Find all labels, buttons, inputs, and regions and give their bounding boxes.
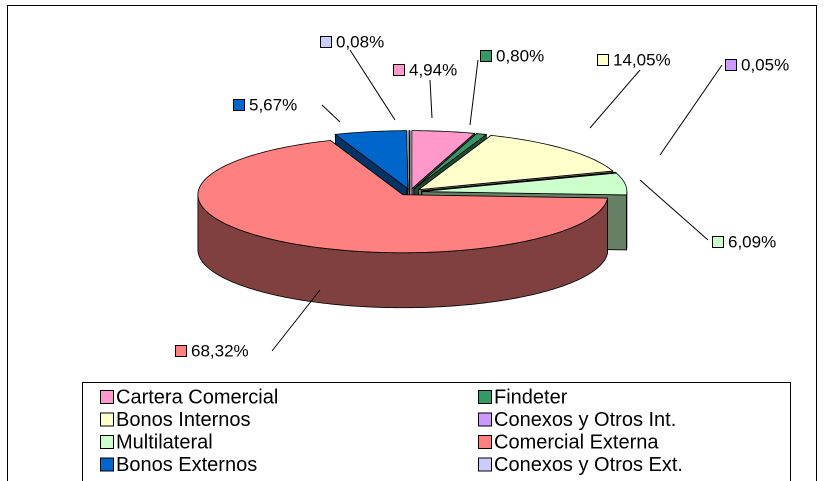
leader-line (429, 79, 433, 119)
legend-label: Bonos Internos (116, 409, 251, 431)
leader-line (321, 104, 341, 123)
legend-label: Findeter (494, 386, 568, 408)
label-swatch (175, 345, 187, 357)
legend-label: Conexos y Otros Ext. (494, 454, 683, 476)
data-label: 4,94% (409, 60, 457, 79)
legend-label: Comercial Externa (494, 431, 659, 453)
pie-slice (334, 130, 409, 190)
legend-swatch (478, 412, 492, 427)
pie-slice (411, 130, 476, 190)
label-swatch (725, 59, 737, 71)
leader-line (589, 69, 641, 129)
label-swatch (393, 64, 405, 76)
legend-label: Cartera Comercial (116, 386, 278, 408)
legend-swatch (478, 390, 492, 404)
label-swatch (320, 36, 332, 48)
legend-swatch (478, 435, 492, 449)
legend-swatch (478, 457, 492, 472)
data-label: 68,32% (191, 341, 249, 360)
label-swatch (597, 54, 609, 66)
label-swatch (712, 236, 724, 248)
pie-slice (421, 172, 628, 196)
data-label: 14,05% (613, 50, 671, 69)
legend-label: Bonos Externos (116, 454, 257, 476)
pie-slice (421, 171, 617, 192)
legend-swatch (100, 412, 114, 427)
legend-swatch (100, 390, 114, 404)
leader-line (639, 179, 709, 241)
label-swatch (480, 50, 492, 62)
pie-slice (197, 140, 609, 254)
data-label: 5,67% (249, 95, 297, 114)
data-label: 0,08% (336, 32, 384, 51)
legend-label: Conexos y Otros Int. (494, 409, 676, 431)
legend-swatch (100, 435, 114, 449)
label-swatch (233, 99, 245, 111)
legend-label: Multilateral (116, 431, 213, 453)
pie-slice (413, 133, 488, 190)
leader-line (349, 49, 396, 121)
pie-slice (417, 134, 614, 191)
data-label: 6,09% (728, 232, 776, 251)
data-label: 0,80% (496, 46, 544, 65)
leader-line (271, 289, 321, 352)
data-label: 0,05% (741, 55, 789, 74)
legend-swatch (100, 457, 114, 472)
legend-box (82, 382, 791, 481)
pie-slice (408, 130, 411, 189)
leader-line (469, 59, 479, 126)
leader-line (659, 64, 723, 156)
